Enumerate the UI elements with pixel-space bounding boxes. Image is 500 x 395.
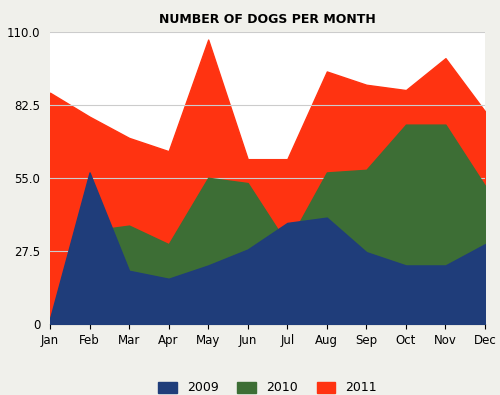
Legend: 2009, 2010, 2011: 2009, 2010, 2011: [153, 376, 382, 395]
Title: NUMBER OF DOGS PER MONTH: NUMBER OF DOGS PER MONTH: [159, 13, 376, 26]
